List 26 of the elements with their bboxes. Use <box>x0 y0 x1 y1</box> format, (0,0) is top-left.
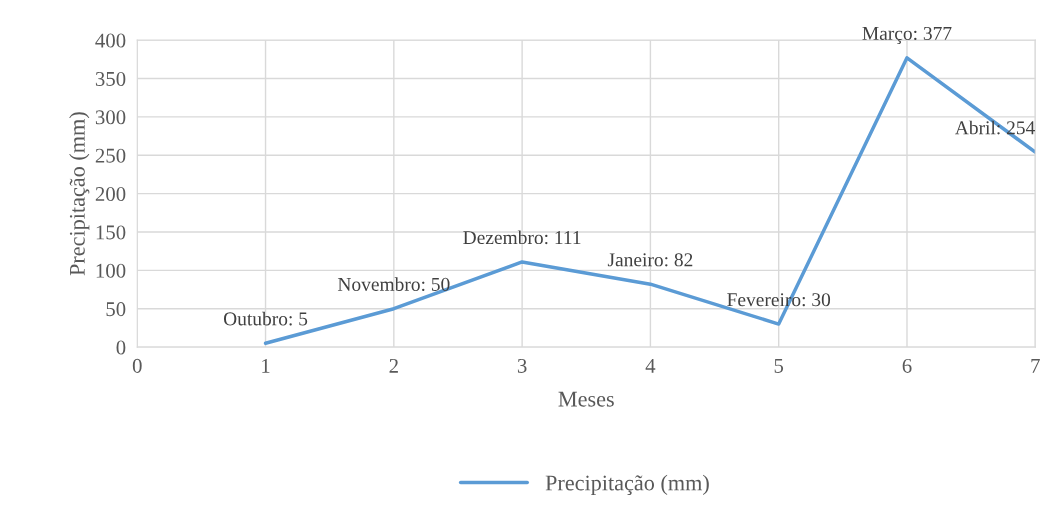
y-tick-label: 300 <box>95 110 126 125</box>
x-tick-label: 6 <box>902 358 912 373</box>
y-tick-label: 350 <box>95 71 126 86</box>
x-tick-label: 1 <box>262 358 270 373</box>
data-label: Abril: 254 <box>954 120 1035 135</box>
x-tick-label: 7 <box>1031 359 1040 373</box>
x-tick-label: 0 <box>132 358 142 373</box>
x-tick-label: 3 <box>517 358 527 373</box>
y-tick-label: 50 <box>106 302 126 317</box>
data-label: Dezembro: 111 <box>463 230 581 245</box>
x-tick-label: 5 <box>774 359 784 373</box>
y-tick-label: 0 <box>116 340 126 355</box>
x-axis-title: Meses <box>558 391 614 407</box>
x-tick-label: 2 <box>389 358 398 373</box>
legend-label: Precipitação (mm) <box>545 474 709 495</box>
data-label: Outubro: 5 <box>223 311 308 326</box>
data-label: Janeiro: 82 <box>607 253 693 267</box>
data-label: Novembro: 50 <box>337 277 450 291</box>
data-label: Março: 377 <box>862 26 952 44</box>
y-tick-label: 150 <box>96 225 126 240</box>
y-tick-label: 250 <box>95 148 126 163</box>
y-tick-label: 100 <box>96 263 126 278</box>
y-tick-label: 200 <box>95 187 126 202</box>
y-axis-title: Precipitação (mm) <box>69 112 90 276</box>
x-tick-label: 4 <box>645 358 656 373</box>
y-tick-label: 400 <box>95 33 126 48</box>
